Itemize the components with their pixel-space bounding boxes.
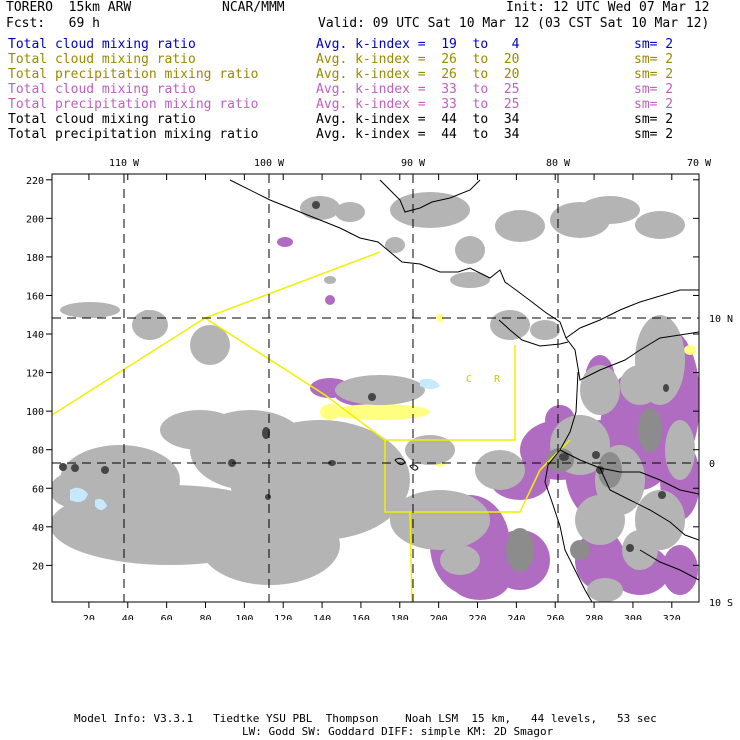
- x-tick-label: 140: [313, 614, 331, 620]
- field-name: Total cloud mixing ratio: [8, 82, 196, 97]
- model-name: TORERO 15km ARW: [6, 0, 132, 15]
- smoothing: sm= 2: [634, 112, 674, 127]
- latitude-label: 0: [709, 459, 715, 470]
- k-index-range: Avg. k-index = 33 to 25: [316, 97, 520, 112]
- y-tick-label: 20: [32, 561, 44, 572]
- longitude-label: 110 W: [109, 158, 140, 169]
- x-tick-label: 240: [507, 614, 525, 620]
- organization: NCAR/MMM: [222, 0, 285, 15]
- field-name: Total precipitation mixing ratio: [8, 127, 259, 142]
- k-index-range: Avg. k-index = 44 to 34: [316, 112, 520, 127]
- valid-time: Valid: 09 UTC Sat 10 Mar 12 (03 CST Sat …: [318, 16, 710, 31]
- k-index-range: Avg. k-index = 26 to 20: [316, 67, 520, 82]
- longitude-label: 100 W: [254, 158, 285, 169]
- x-tick-label: 60: [161, 614, 173, 620]
- y-tick-label: 200: [26, 214, 44, 225]
- smoothing: sm= 2: [634, 67, 674, 82]
- k-index-range: Avg. k-index = 19 to 4: [316, 37, 520, 52]
- k-index-range: Avg. k-index = 33 to 25: [316, 82, 520, 97]
- field-name: Total precipitation mixing ratio: [8, 67, 259, 82]
- x-tick-label: 320: [663, 614, 681, 620]
- init-time: Init: 12 UTC Wed 07 Mar 12: [506, 0, 710, 15]
- axis-ticks: [46, 174, 699, 608]
- model-info: Model Info: V3.3.1 Tiedtke YSU PBL Thomp…: [74, 712, 657, 725]
- x-tick-label: 120: [274, 614, 292, 620]
- y-tick-label: 160: [26, 291, 44, 302]
- x-tick-label: 100: [235, 614, 253, 620]
- x-tick-label: 20: [83, 614, 95, 620]
- cloud-mixing-ratio-dark-cores: [59, 201, 669, 552]
- smoothing: sm= 2: [634, 52, 674, 67]
- y-tick-label: 40: [32, 523, 44, 534]
- field-name: Total precipitation mixing ratio: [8, 97, 259, 112]
- field-name: Total cloud mixing ratio: [8, 37, 196, 52]
- x-tick-label: 80: [199, 614, 211, 620]
- x-tick-label: 160: [352, 614, 370, 620]
- x-tick-label: 220: [468, 614, 486, 620]
- y-tick-label: 120: [26, 369, 44, 380]
- x-tick-label: 180: [391, 614, 409, 620]
- physics-info: LW: Godd SW: Goddard DIFF: simple KM: 2D…: [242, 725, 554, 738]
- field-name: Total cloud mixing ratio: [8, 52, 196, 67]
- x-tick-label: 40: [122, 614, 134, 620]
- smoothing: sm= 2: [634, 37, 674, 52]
- x-tick-label: 300: [624, 614, 642, 620]
- cloud-mixing-ratio-gray-shading: [52, 192, 695, 602]
- x-tick-label: 200: [430, 614, 448, 620]
- x-tick-label: 280: [585, 614, 603, 620]
- plot-frame: [51, 173, 700, 603]
- light-blue-patches: [70, 378, 440, 510]
- y-tick-label: 80: [32, 446, 44, 457]
- k-index-range: Avg. k-index = 26 to 20: [316, 52, 520, 67]
- longitude-label: 90 W: [401, 158, 426, 169]
- k-index-range: Avg. k-index = 44 to 34: [316, 127, 520, 142]
- region-label-r: R: [494, 374, 501, 385]
- longitude-label: 80 W: [546, 158, 571, 169]
- y-tick-label: 100: [26, 407, 44, 418]
- axis-labels: 20 40 60 80 100 120 140 160 180 200 220 240 260 280 30…: [26, 158, 733, 620]
- y-tick-label: 60: [32, 484, 44, 495]
- longitude-label: 70 W: [687, 158, 712, 169]
- y-tick-label: 220: [26, 176, 44, 187]
- forecast-map: 20 40 60 80 100 120 140 160 180 200 220 240 260 280 30…: [26, 158, 733, 620]
- latitude-label: 10 N: [709, 314, 733, 325]
- y-tick-label: 140: [26, 330, 44, 341]
- lat-lon-grid: [52, 174, 699, 602]
- forecast-hour: Fcst: 69 h: [6, 16, 100, 31]
- cloud-field-layer: [52, 174, 699, 602]
- y-tick-label: 180: [26, 253, 44, 264]
- region-label-c: C: [466, 374, 472, 385]
- cloud-mixing-ratio-mid-shading: [506, 408, 662, 572]
- x-tick-label: 260: [546, 614, 564, 620]
- smoothing: sm= 2: [634, 127, 674, 142]
- field-name: Total cloud mixing ratio: [8, 112, 196, 127]
- smoothing: sm= 2: [634, 97, 674, 112]
- latitude-label: 10 S: [709, 598, 733, 609]
- smoothing: sm= 2: [634, 82, 674, 97]
- coastlines: [229, 179, 699, 602]
